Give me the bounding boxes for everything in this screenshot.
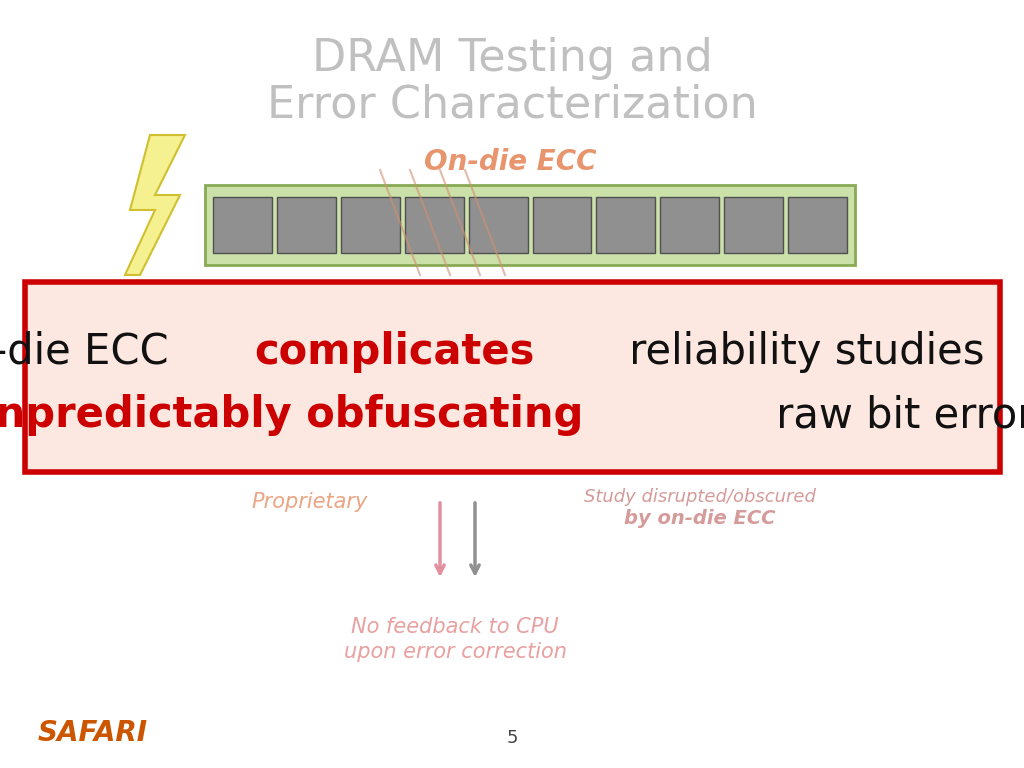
Bar xyxy=(724,197,783,253)
Polygon shape xyxy=(125,135,185,275)
Text: raw bit errors: raw bit errors xyxy=(763,394,1024,436)
Bar xyxy=(213,197,272,253)
Bar xyxy=(25,282,1000,472)
Bar xyxy=(596,197,655,253)
Text: 5: 5 xyxy=(506,729,518,747)
Text: No feedback to CPU: No feedback to CPU xyxy=(351,617,559,637)
Text: reliability studies: reliability studies xyxy=(615,331,984,373)
Text: On-die ECC: On-die ECC xyxy=(0,331,181,373)
Bar xyxy=(404,197,464,253)
Text: On-die ECC: On-die ECC xyxy=(424,148,596,176)
Bar xyxy=(532,197,592,253)
Text: upon error correction: upon error correction xyxy=(343,642,566,662)
Bar xyxy=(276,197,336,253)
Bar xyxy=(469,197,527,253)
Bar xyxy=(788,197,847,253)
Text: complicates: complicates xyxy=(254,331,535,373)
Bar xyxy=(341,197,399,253)
Bar xyxy=(660,197,719,253)
Bar xyxy=(205,185,855,265)
Text: Proprietary: Proprietary xyxy=(252,492,369,512)
Text: Error Characterization: Error Characterization xyxy=(266,84,758,127)
Text: unpredictably obfuscating: unpredictably obfuscating xyxy=(0,394,584,436)
Text: by on-die ECC: by on-die ECC xyxy=(625,508,776,528)
Text: SAFARI: SAFARI xyxy=(38,719,148,747)
Text: DRAM Testing and: DRAM Testing and xyxy=(311,37,713,80)
Text: Study disrupted/obscured: Study disrupted/obscured xyxy=(584,488,816,506)
